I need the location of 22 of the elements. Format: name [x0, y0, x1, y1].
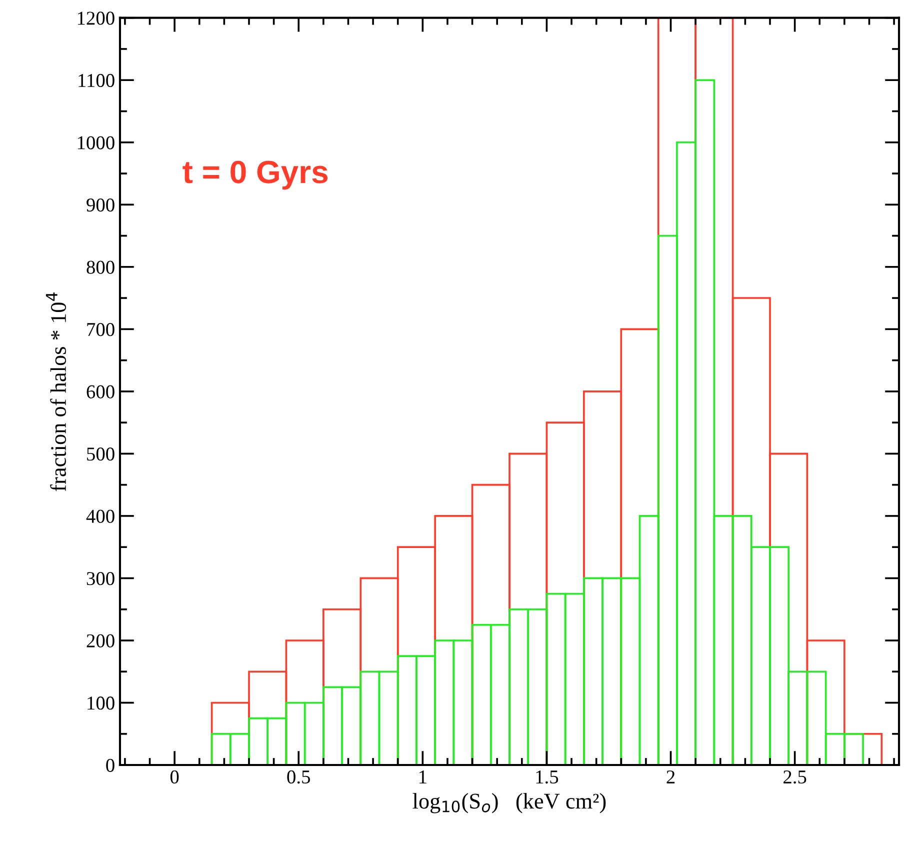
y-tick-label: 900: [86, 198, 114, 212]
x-tick-label: 2.5: [784, 770, 806, 784]
y-tick-label: 1100: [78, 74, 114, 88]
x-tick-label: 1.5: [536, 770, 558, 784]
x-tick-label: 1: [420, 770, 426, 784]
y-tick-label: 100: [88, 696, 114, 710]
y-tick-label: 1000: [78, 136, 114, 150]
y-tick-label: 1200: [78, 12, 114, 25]
x-tick-label: 2: [666, 770, 675, 784]
x-tick-label: 0: [170, 770, 179, 784]
y-axis-title: fraction of halos * 10$^{4}$: [46, 292, 66, 492]
y-tick-label: 400: [86, 510, 114, 523]
y-tick-label: 600: [86, 385, 114, 398]
y-tick-label: 0: [106, 758, 114, 772]
x-axis-title: log$_{10}$(S$_{o}$) (keV cm²): [412, 793, 606, 814]
y-tick-label: 300: [86, 572, 114, 586]
y-tick-label: 200: [86, 634, 114, 648]
y-tick-label: 700: [87, 322, 114, 336]
annotation: t = 0 Gyrs: [182, 160, 328, 190]
x-tick-label: 0.5: [287, 770, 310, 784]
y-tick-label: 800: [86, 260, 114, 274]
y-tick-label: 500: [87, 448, 114, 461]
